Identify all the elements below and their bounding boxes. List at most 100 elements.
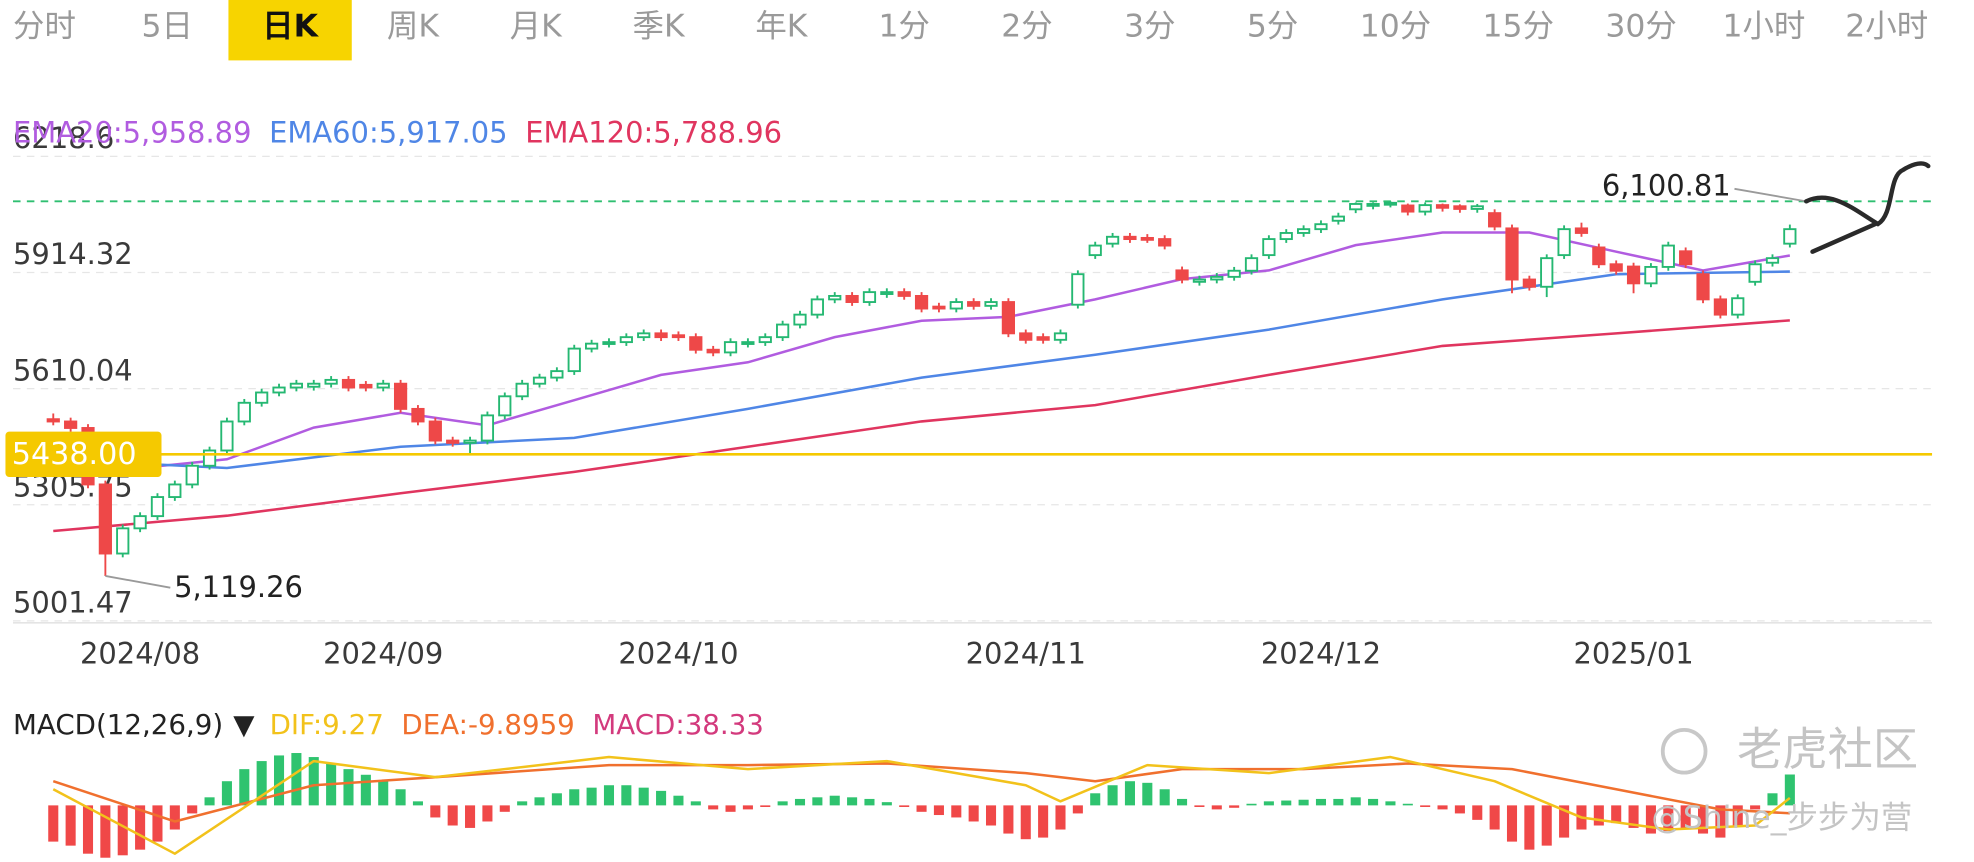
candle-body [550,370,564,379]
tab[interactable]: 1小时 [1722,9,1805,45]
macd-bar [1124,781,1135,806]
candle-body [758,336,772,344]
candle-body [289,382,303,389]
macd-bar [673,795,684,806]
price-panel: 6218.65914.325610.045305.755001.472024/0… [5,116,1933,671]
macd-bar [1107,785,1118,806]
tab[interactable]: 3分 [1124,9,1175,45]
candle-body [1331,215,1345,222]
tab[interactable]: 2小时 [1845,9,1928,45]
macd-bar [1628,805,1639,828]
y-tick-label: 6218.6 [13,121,114,155]
active-tab[interactable]: 日K [262,9,319,45]
ema-legend: EMA20:5,958.89 EMA60:5,917.05 EMA120:5,788… [13,116,782,150]
macd-bar [1142,782,1153,806]
macd-bar [985,805,997,826]
candle-body [880,291,894,295]
macd-bar [135,805,146,850]
macd-bar [864,798,875,806]
macd-bar [1385,801,1396,806]
candle-body [967,301,981,307]
macd-bar [48,805,59,842]
macd-bar [1784,774,1795,806]
candle-body [272,386,286,394]
tab[interactable]: 5分 [1247,9,1298,45]
candle-body [1540,257,1554,288]
watermark: 老虎社区 @Shine_步步为营 [1651,723,1918,836]
macd-bar [430,805,441,818]
max-pointer [1734,187,1807,203]
macd-bar [881,802,892,806]
macd-bar [1038,805,1049,838]
candle-body [585,342,599,350]
tab[interactable]: 分时 [13,9,76,45]
tab[interactable]: 10分 [1360,9,1431,45]
macd-bar [586,787,597,806]
hand-drawn-mark [1804,161,1931,254]
macd-bar [534,797,545,806]
tab[interactable]: 年K [755,9,808,45]
candle-body [810,298,824,316]
candle-body [1592,246,1606,266]
tab[interactable]: 5日 [142,9,193,45]
tab[interactable]: 15分 [1483,9,1554,45]
tab[interactable]: 2分 [1001,9,1052,45]
macd-bar [273,755,285,806]
candle-body [1123,235,1137,241]
macd-bar [1541,805,1552,846]
candle-body [567,347,581,373]
macd-bar [204,797,215,806]
macd-bar [1472,805,1483,820]
macd-bar [169,805,180,830]
candle-body [932,305,946,310]
macd-bar [465,805,476,828]
macd-bar [968,805,979,822]
candle-body [1609,263,1623,272]
watermark-icon [1660,727,1708,775]
legend-entry: MACD:38.33 [592,708,764,741]
macd-bar [1506,805,1518,842]
candle-body [116,527,130,555]
macd-bar [256,761,267,806]
tab[interactable]: 月K [510,9,563,45]
candle-body [637,332,651,339]
dif-line [52,755,1791,855]
macd-bar [1663,805,1674,832]
candle-body [828,294,842,301]
candle-body [1696,273,1710,301]
candle-body [1314,223,1328,231]
macd-bar [308,757,319,806]
period-tabs: 分时 5日 日K 周K 月K 季K 年K 1分 2分 3分 5分 10分 15分 30分 1小时 2小时 [13,0,1928,61]
macd-bar [395,789,406,806]
candle-body [237,401,251,423]
candle-body [1210,275,1224,281]
tab[interactable]: 30分 [1605,9,1676,45]
macd-bar [1524,805,1535,850]
tab[interactable]: 季K [633,9,686,45]
macd-bar [499,805,510,812]
candle-body [1053,332,1068,341]
macd-bar [1072,805,1083,814]
y-tick-label: 5001.47 [13,586,133,620]
candle-body [1488,212,1502,228]
candle-body [654,332,668,339]
macd-bar [638,787,649,806]
candle-body [1019,332,1033,341]
x-tick-label: 2024/09 [323,637,443,671]
candle-body [480,414,495,442]
tab[interactable]: 1分 [878,9,929,45]
ema-line [53,231,1791,470]
macd-bar [1611,805,1622,824]
macd-bar [1680,805,1691,830]
macd-bar [1020,805,1031,840]
macd-bar [1368,798,1379,806]
candle-body [1227,269,1241,278]
candle-body [1279,232,1293,241]
tab[interactable]: 周K [387,9,440,45]
candle-body [602,341,616,345]
candle-body [46,418,60,423]
watermark-brand: 老虎社区 [1737,723,1918,776]
candle-body [1349,203,1363,211]
macd-bar [812,797,823,806]
